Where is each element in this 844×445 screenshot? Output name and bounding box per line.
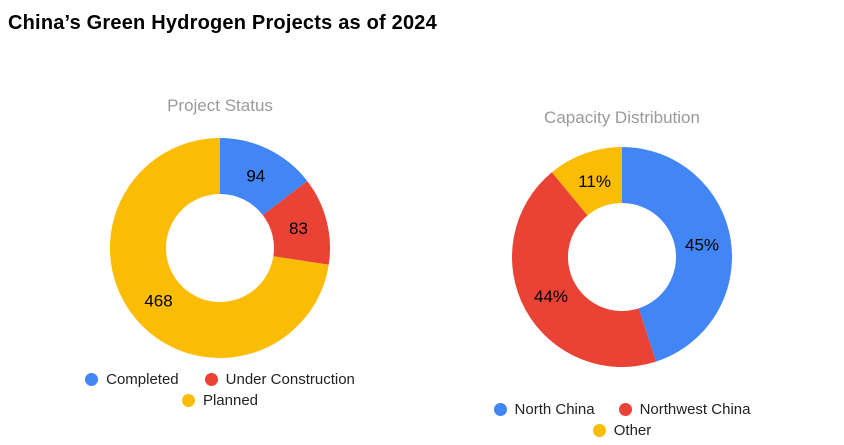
legend-swatch-northwest-china: [618, 403, 632, 416]
slice-northwest-china[interactable]: [512, 172, 656, 367]
legend-swatch-other: [592, 424, 606, 437]
legend-item-under-construction[interactable]: Under Construction: [204, 370, 355, 389]
slice-label-north-china: 45%: [685, 235, 719, 254]
page-title: China’s Green Hydrogen Projects as of 20…: [8, 12, 437, 34]
legend-label: Under Construction: [225, 371, 355, 388]
project-status-donut[interactable]: 94 83 468: [110, 138, 330, 358]
slice-label-northwest-china: 44%: [534, 287, 568, 306]
slice-label-other: 11%: [578, 172, 611, 191]
project-status-legend: Completed Under Construction Planned: [55, 370, 385, 410]
legend-item-other[interactable]: Other: [592, 421, 652, 440]
legend-label: North China: [514, 401, 595, 418]
slice-north-china[interactable]: [622, 147, 732, 362]
slice-completed[interactable]: [220, 138, 308, 216]
slice-planned[interactable]: [110, 138, 329, 358]
slice-label-completed: 94: [246, 166, 265, 185]
legend-label: Other: [613, 422, 652, 439]
legend-item-northwest-china[interactable]: Northwest China: [618, 400, 751, 419]
legend-swatch-planned: [181, 394, 195, 407]
slice-under-construction[interactable]: [262, 180, 330, 265]
legend-label: Northwest China: [639, 401, 751, 418]
legend-label: Planned: [202, 392, 259, 409]
legend-swatch-north-china: [493, 403, 507, 416]
legend-item-completed[interactable]: Completed: [85, 370, 179, 389]
slice-other[interactable]: [551, 147, 622, 216]
capacity-distribution-chart-title: Capacity Distribution: [544, 108, 700, 127]
capacity-distribution-legend: North China Northwest China Other: [456, 400, 788, 440]
project-status-chart: Project Status 94 83 468 Completed Under Co…: [55, 0, 385, 445]
legend-swatch-under-construction: [204, 373, 218, 386]
slice-label-under-construction: 83: [289, 219, 308, 238]
legend-label: Completed: [106, 371, 179, 388]
project-status-chart-title: Project Status: [167, 96, 273, 115]
capacity-distribution-chart: Capacity Distribution 45% 44% 11% North Ch…: [456, 0, 788, 445]
capacity-distribution-donut[interactable]: 45% 44% 11%: [512, 147, 732, 367]
legend-swatch-completed: [85, 373, 99, 386]
legend-item-planned[interactable]: Planned: [181, 391, 259, 410]
legend-item-north-china[interactable]: North China: [493, 400, 595, 419]
slice-label-planned: 468: [144, 292, 172, 311]
